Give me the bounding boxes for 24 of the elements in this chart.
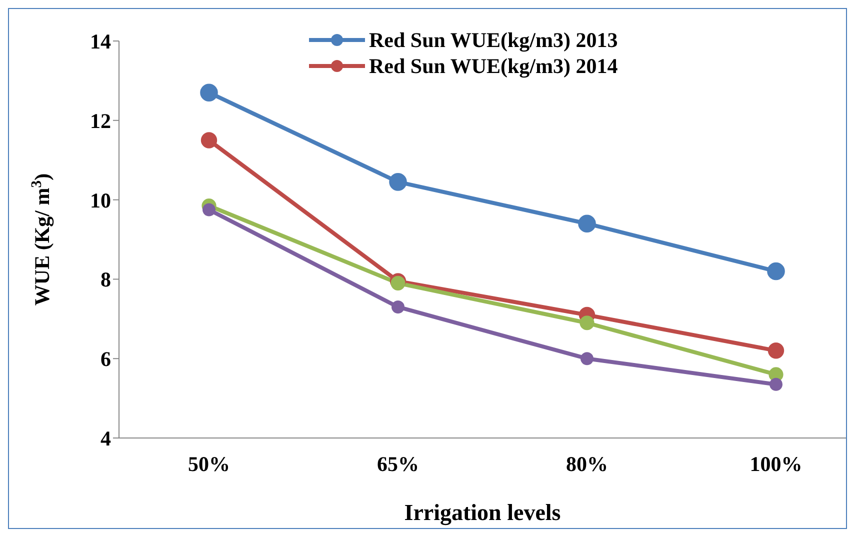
- point: [392, 300, 404, 314]
- point: [767, 262, 785, 280]
- point: [200, 132, 218, 148]
- x-tick-label: 50%: [188, 452, 230, 476]
- y-tick-label: 14: [90, 29, 112, 54]
- point: [389, 173, 407, 191]
- y-tick-label: 4: [100, 426, 112, 450]
- x-tick-label: 100%: [750, 452, 802, 476]
- x-tick-label: 65%: [377, 452, 419, 476]
- legend-label: Red Sun WUE(kg/m3) 2014: [369, 53, 618, 79]
- point: [578, 214, 596, 233]
- legend-label: Red Sun WUE(kg/m3) 2013: [369, 27, 618, 53]
- point: [200, 84, 218, 102]
- point: [580, 352, 594, 366]
- point: [768, 342, 784, 359]
- point: [770, 378, 782, 391]
- y-tick-label: 12: [90, 108, 111, 133]
- x-axis-title: Irrigation levels: [404, 500, 561, 526]
- y-tick-label: 6: [100, 347, 111, 372]
- x-tick-label: 80%: [566, 452, 608, 476]
- y-tick-label: 10: [90, 188, 111, 212]
- y-tick-label: 8: [100, 268, 111, 292]
- point: [580, 316, 594, 330]
- point: [202, 203, 216, 216]
